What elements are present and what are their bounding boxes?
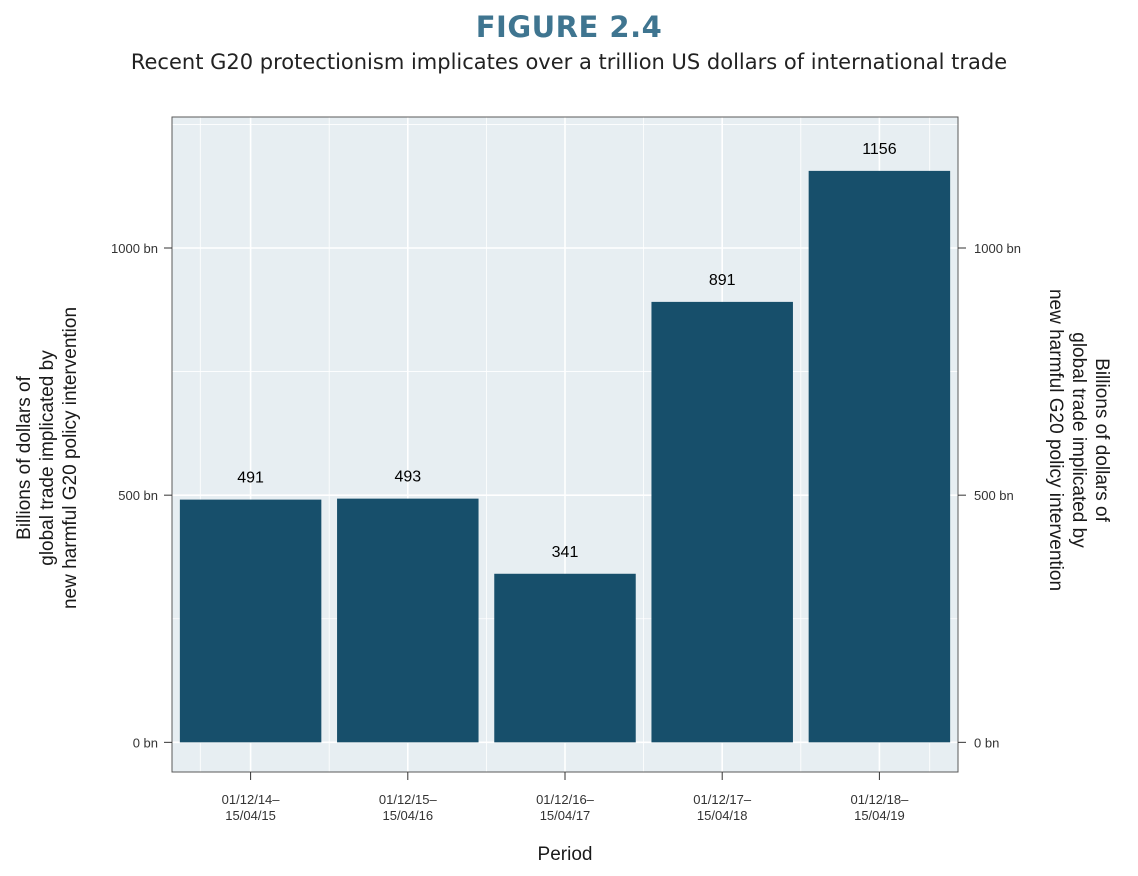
figure-label: FIGURE 2.4	[475, 10, 663, 44]
bar-labels: 491 493 341 891 1156	[237, 141, 896, 561]
y-tick-label: 0 bn	[974, 735, 999, 750]
x-tick-label: 01/12/16– 15/04/17	[536, 792, 595, 823]
bar-value-label: 493	[394, 469, 421, 486]
x-tick-label: 01/12/18– 15/04/19	[850, 792, 909, 823]
y-axis-title-left: Billions of dollars of global trade impli…	[14, 307, 81, 609]
bar	[179, 499, 322, 743]
y-tick-label: 500 bn	[974, 488, 1014, 503]
y-tick-label: 1000 bn	[111, 241, 158, 256]
bar-value-label: 491	[237, 470, 264, 487]
bars	[179, 170, 951, 743]
bar	[337, 498, 479, 743]
x-axis-title: Period	[538, 844, 593, 865]
x-tick-label: 01/12/14– 15/04/15	[222, 792, 281, 823]
y-tick-label: 1000 bn	[974, 241, 1021, 256]
bar	[494, 573, 636, 743]
y-axis-left: 0 bn 500 bn 1000 bn	[111, 241, 172, 750]
y-tick-label: 500 bn	[118, 488, 158, 503]
x-tick-label: 01/12/15– 15/04/16	[379, 792, 438, 823]
bar-value-label: 891	[709, 272, 736, 289]
y-axis-title-right: Billions of dollars ofglobal trade impli…	[1045, 289, 1112, 591]
x-axis: 01/12/14– 15/04/15 01/12/15– 15/04/16 01/12/…	[222, 772, 909, 823]
bar-value-label: 1156	[862, 141, 897, 158]
bar	[651, 301, 793, 743]
bar	[808, 170, 951, 743]
y-tick-label: 0 bn	[133, 735, 158, 750]
figure-subtitle: Recent G20 protectionism implicates over…	[130, 50, 1008, 74]
bar-value-label: 341	[552, 544, 579, 561]
y-axis-right: 0 bn 500 bn 1000 bn	[958, 241, 1021, 750]
x-tick-label: 01/12/17– 15/04/18	[693, 792, 752, 823]
